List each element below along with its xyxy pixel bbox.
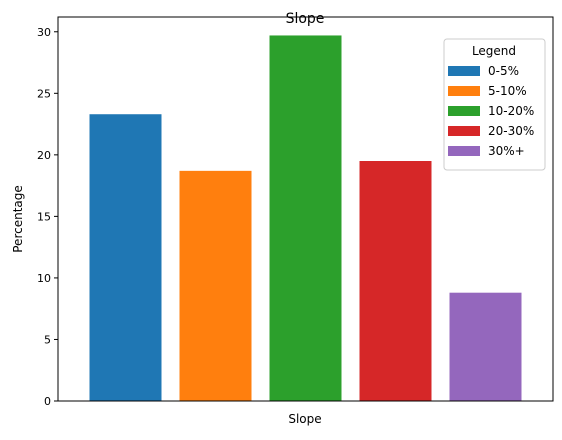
bar-10-20-: [269, 35, 342, 402]
legend-label: 5-10%: [488, 84, 527, 98]
x-axis-label: Slope: [288, 412, 321, 426]
y-tick-label: 25: [37, 87, 51, 100]
legend: Legend 0-5% 5-10% 10-20% 20-30% 30%+: [443, 38, 546, 171]
y-tick-label: 20: [37, 149, 51, 162]
legend-swatch: [448, 126, 480, 136]
y-tick-label: 30: [37, 26, 51, 39]
y-tick-label: 10: [37, 272, 51, 285]
legend-swatch: [448, 146, 480, 156]
legend-label: 10-20%: [488, 104, 534, 118]
legend-swatch: [448, 106, 480, 116]
legend-label: 0-5%: [488, 64, 519, 78]
legend-label: 20-30%: [488, 124, 534, 138]
bar-30-: [449, 292, 522, 401]
bar-5-10-: [179, 170, 252, 401]
chart-title: Slope: [286, 11, 325, 27]
legend-swatch: [448, 66, 480, 76]
bar-0-5-: [89, 114, 162, 401]
legend-title: Legend: [472, 44, 516, 58]
bar-20-30-: [359, 161, 432, 401]
y-tick-label: 5: [44, 333, 51, 346]
y-tick-label: 0: [44, 395, 51, 408]
bars-group: [89, 35, 522, 402]
plot-frame: [57, 16, 554, 402]
legend-items: 0-5% 5-10% 10-20% 20-30% 30%+: [448, 64, 534, 158]
y-axis: 0 5 10 15 20 25 30: [37, 26, 58, 408]
y-axis-label: Percentage: [11, 185, 25, 253]
legend-swatch: [448, 86, 480, 96]
y-tick-label: 15: [37, 210, 51, 223]
legend-label: 30%+: [488, 144, 525, 158]
